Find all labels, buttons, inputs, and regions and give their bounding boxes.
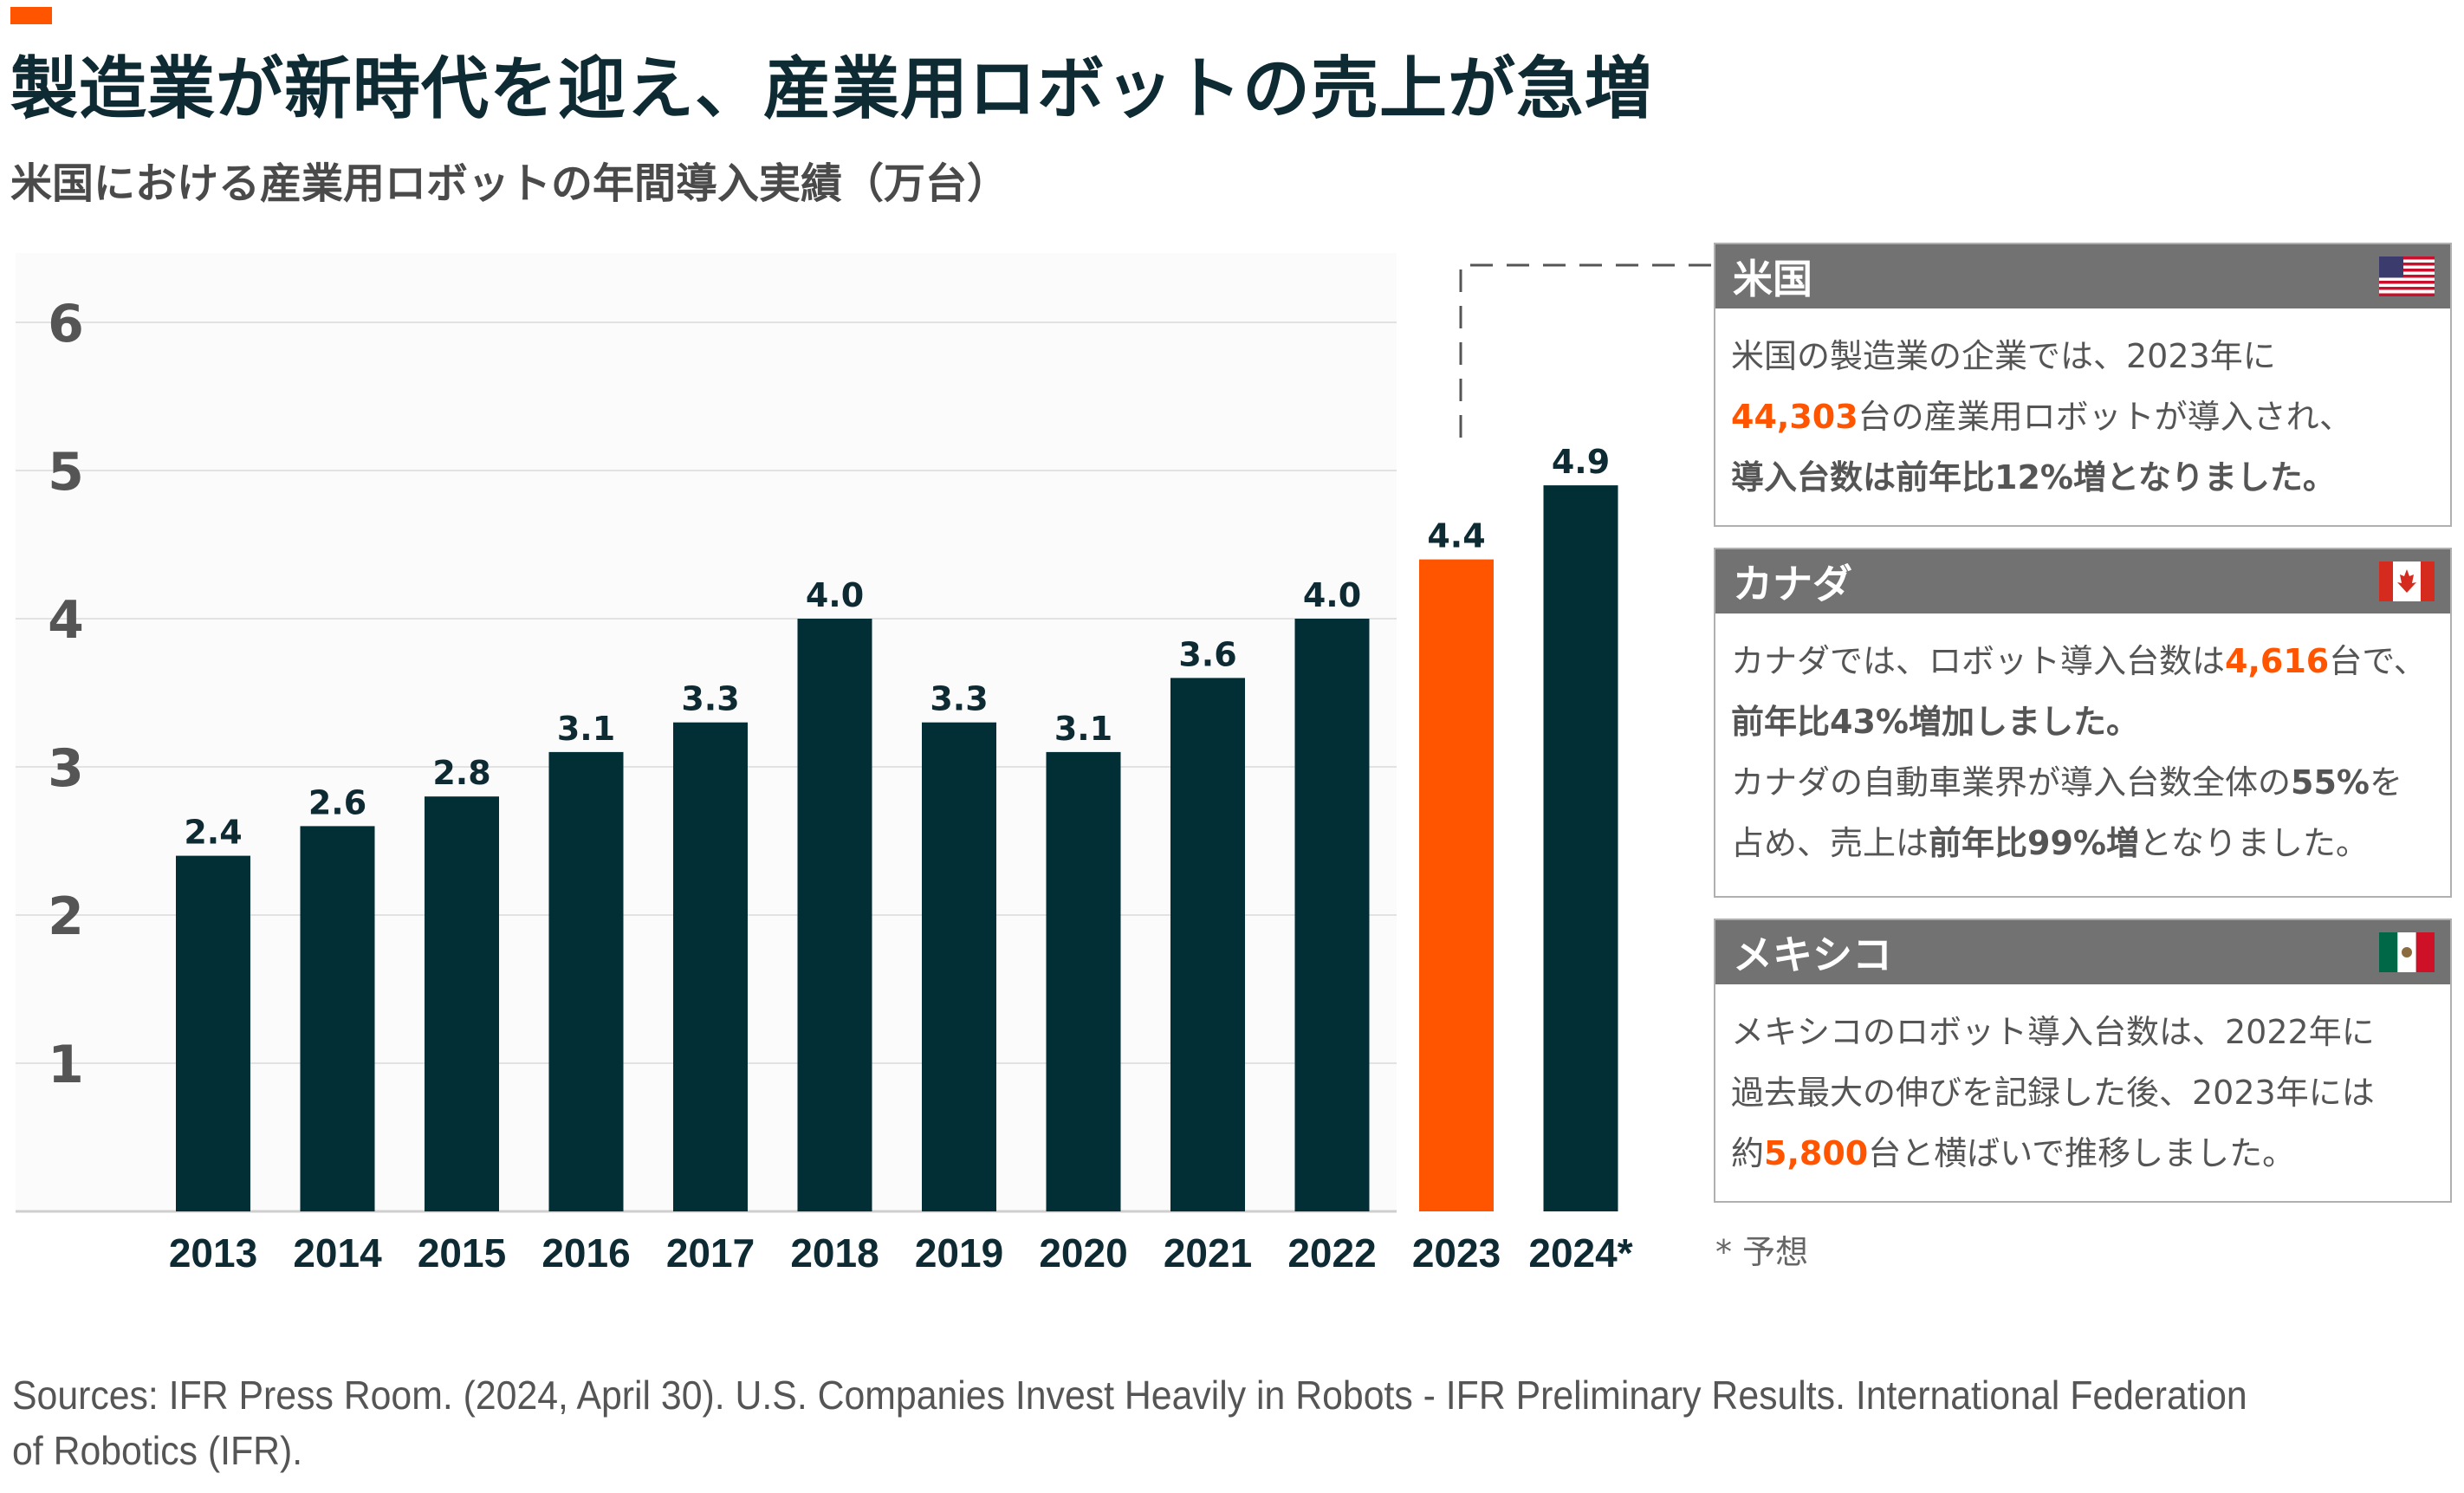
y-tick-label: 1 <box>48 1035 84 1095</box>
panel-text: 米国の製造業の企業では、2023年に <box>1731 337 2276 375</box>
bar <box>425 796 499 1211</box>
forecast-footnote: * 予想 <box>1715 1233 1809 1271</box>
data-label: 2.8 <box>432 754 490 792</box>
page-title: 製造業が新時代を迎え、産業用ロボットの売上が急増 <box>10 50 1654 128</box>
x-tick-label: 2013 <box>169 1230 257 1276</box>
data-label: 2.6 <box>308 783 366 821</box>
panel-text: 過去最大の伸びを記録した後、2023年には <box>1731 1074 2375 1112</box>
data-label: 3.1 <box>557 710 615 748</box>
panel-text: 台と横ばいで推移しました。 <box>1868 1134 2296 1172</box>
y-tick-label: 2 <box>48 886 84 947</box>
panel-mexico: メキシコ メキシコのロボット導入台数は、2022年に 過去最大の伸びを記録した後、… <box>1714 919 2452 1203</box>
data-label: 3.3 <box>930 680 988 718</box>
canada-flag-icon <box>2379 561 2435 601</box>
panel-canada-body: カナダでは、ロボット導入台数は4,616台で、前年比43%増加しました。カナダの… <box>1715 613 2450 891</box>
highlight-value: 44,303 <box>1731 398 1858 436</box>
panel-usa-body: 米国の製造業の企業では、2023年に 44,303台の産業用ロボットが導入され、導… <box>1715 308 2450 525</box>
panel-canada: カナダ カナダでは、ロボット導入台数は4,616台で、前年比43%増加しました。… <box>1714 548 2452 898</box>
mexico-flag-icon <box>2379 932 2435 972</box>
bar <box>300 826 375 1211</box>
bar <box>1419 559 1494 1211</box>
data-label: 2.4 <box>184 814 242 852</box>
y-tick-label: 4 <box>48 590 84 651</box>
bar <box>922 722 996 1211</box>
x-tick-label: 2024* <box>1528 1230 1632 1276</box>
bar <box>176 855 250 1211</box>
data-label: 4.0 <box>806 576 864 614</box>
panel-mexico-body: メキシコのロボット導入台数は、2022年に 過去最大の伸びを記録した後、2023年… <box>1715 984 2450 1201</box>
panel-text-line: 44,303台の産業用ロボットが導入され、 <box>1731 386 2435 447</box>
panel-text-line: 過去最大の伸びを記録した後、2023年には <box>1731 1062 2435 1123</box>
panel-text: となりました。 <box>2138 824 2369 862</box>
data-label: 4.9 <box>1552 443 1610 481</box>
data-label: 4.4 <box>1427 517 1485 555</box>
bar <box>1543 485 1618 1211</box>
x-tick-label: 2015 <box>418 1230 506 1276</box>
panel-text-line: 米国の製造業の企業では、2023年に <box>1731 326 2435 386</box>
panel-text: 台で、 <box>2329 642 2427 680</box>
x-tick-label: 2016 <box>541 1230 630 1276</box>
panel-text-line: 占め、売上は前年比99%増となりました。 <box>1731 813 2435 873</box>
panel-text: 前年比99%増 <box>1929 824 2139 862</box>
panel-usa: 米国 米国の製造業の企業では、2023年に 44,303台の産業用ロボットが導入さ… <box>1714 243 2452 527</box>
x-tick-label: 2018 <box>790 1230 879 1276</box>
data-label: 3.1 <box>1054 710 1112 748</box>
source-citation: Sources: IFR Press Room. (2024, April 30… <box>12 1373 2247 1473</box>
panel-text-line: カナダでは、ロボット導入台数は4,616台で、 <box>1731 631 2435 691</box>
panel-text-line: 約5,800台と横ばいで推移しました。 <box>1731 1123 2435 1184</box>
panel-text: 55% <box>2291 763 2370 802</box>
chart-subtitle: 米国における産業用ロボットの年間導入実績（万台） <box>10 159 1009 208</box>
panel-mexico-header: メキシコ <box>1715 920 2450 984</box>
panel-text: 台の産業用ロボットが導入され、 <box>1858 398 2353 436</box>
panel-text: 占め、売上は <box>1731 824 1929 862</box>
panel-mexico-title: メキシコ <box>1733 932 1892 978</box>
y-tick-label: 3 <box>48 738 84 799</box>
panel-canada-title: カナダ <box>1733 561 1852 607</box>
bar <box>673 722 748 1211</box>
panel-text: メキシコのロボット導入台数は、2022年に <box>1731 1013 2375 1051</box>
data-label: 3.3 <box>681 680 739 718</box>
panel-text: カナダでは、ロボット導入台数は <box>1731 642 2226 680</box>
panel-text-line: 前年比43%増加しました。 <box>1731 691 2435 752</box>
highlight-value: 5,800 <box>1764 1134 1869 1172</box>
data-label: 4.0 <box>1303 576 1361 614</box>
bar <box>797 619 872 1211</box>
y-tick-label: 5 <box>48 442 84 503</box>
x-tick-label: 2019 <box>915 1230 1003 1276</box>
bar-chart: 1 2 3 4 5 6 2.4 2013 2.6 2014 2.8 2015 3.1 2016 3.3 201… <box>16 253 1633 1276</box>
panel-text: 約 <box>1731 1134 1765 1172</box>
bar <box>1294 619 1370 1211</box>
x-tick-label: 2022 <box>1287 1230 1376 1276</box>
highlight-value: 4,616 <box>2225 642 2330 680</box>
bar <box>548 751 624 1211</box>
bar <box>1170 678 1245 1211</box>
x-tick-label: 2014 <box>293 1230 382 1276</box>
data-label: 3.6 <box>1178 635 1236 673</box>
panel-text-line: 導入台数は前年比12%増となりました。 <box>1731 447 2435 508</box>
accent-bar <box>10 7 52 24</box>
panel-text: 導入台数は前年比12%増となりました。 <box>1731 458 2336 497</box>
x-tick-label: 2023 <box>1412 1230 1501 1276</box>
panel-usa-header: 米国 <box>1715 244 2450 308</box>
x-tick-label: 2017 <box>666 1230 755 1276</box>
panel-usa-title: 米国 <box>1733 256 1812 302</box>
panel-text: 前年比43%増加しました。 <box>1731 703 2139 741</box>
panel-text: を <box>2369 763 2402 802</box>
us-flag-icon <box>2379 256 2435 296</box>
bar <box>1046 751 1121 1211</box>
x-tick-label: 2020 <box>1039 1230 1127 1276</box>
panel-canada-header: カナダ <box>1715 549 2450 613</box>
panel-text: カナダの自動車業界が導入台数全体の <box>1731 763 2292 802</box>
y-tick-label: 6 <box>48 294 84 354</box>
panel-text-line: メキシコのロボット導入台数は、2022年に <box>1731 1002 2435 1062</box>
x-tick-label: 2021 <box>1164 1230 1252 1276</box>
panel-text-line: カナダの自動車業界が導入台数全体の55%を <box>1731 752 2435 813</box>
